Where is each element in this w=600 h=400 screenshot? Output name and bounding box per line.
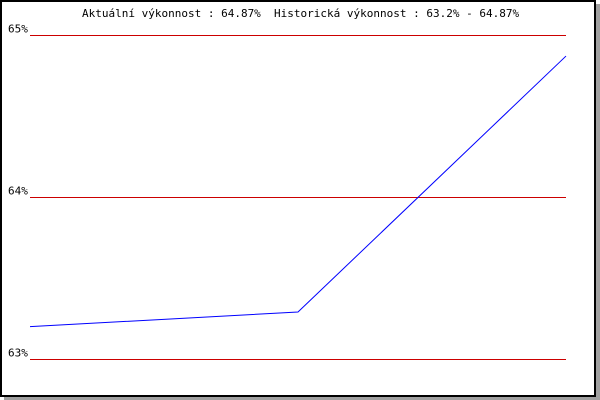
frame-shadow [596, 4, 600, 400]
y-tick-label: 65% [8, 23, 28, 36]
frame-shadow [4, 397, 600, 400]
chart-title: Aktuální výkonnost : 64.87% Historická v… [82, 7, 519, 20]
y-tick-label: 64% [8, 185, 28, 198]
y-tick-label: 63% [8, 347, 28, 360]
series-line [29, 55, 567, 328]
